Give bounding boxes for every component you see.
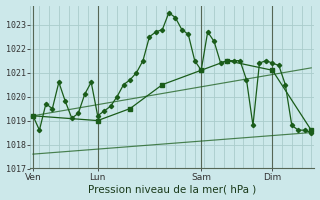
X-axis label: Pression niveau de la mer( hPa ): Pression niveau de la mer( hPa ) [88, 184, 256, 194]
